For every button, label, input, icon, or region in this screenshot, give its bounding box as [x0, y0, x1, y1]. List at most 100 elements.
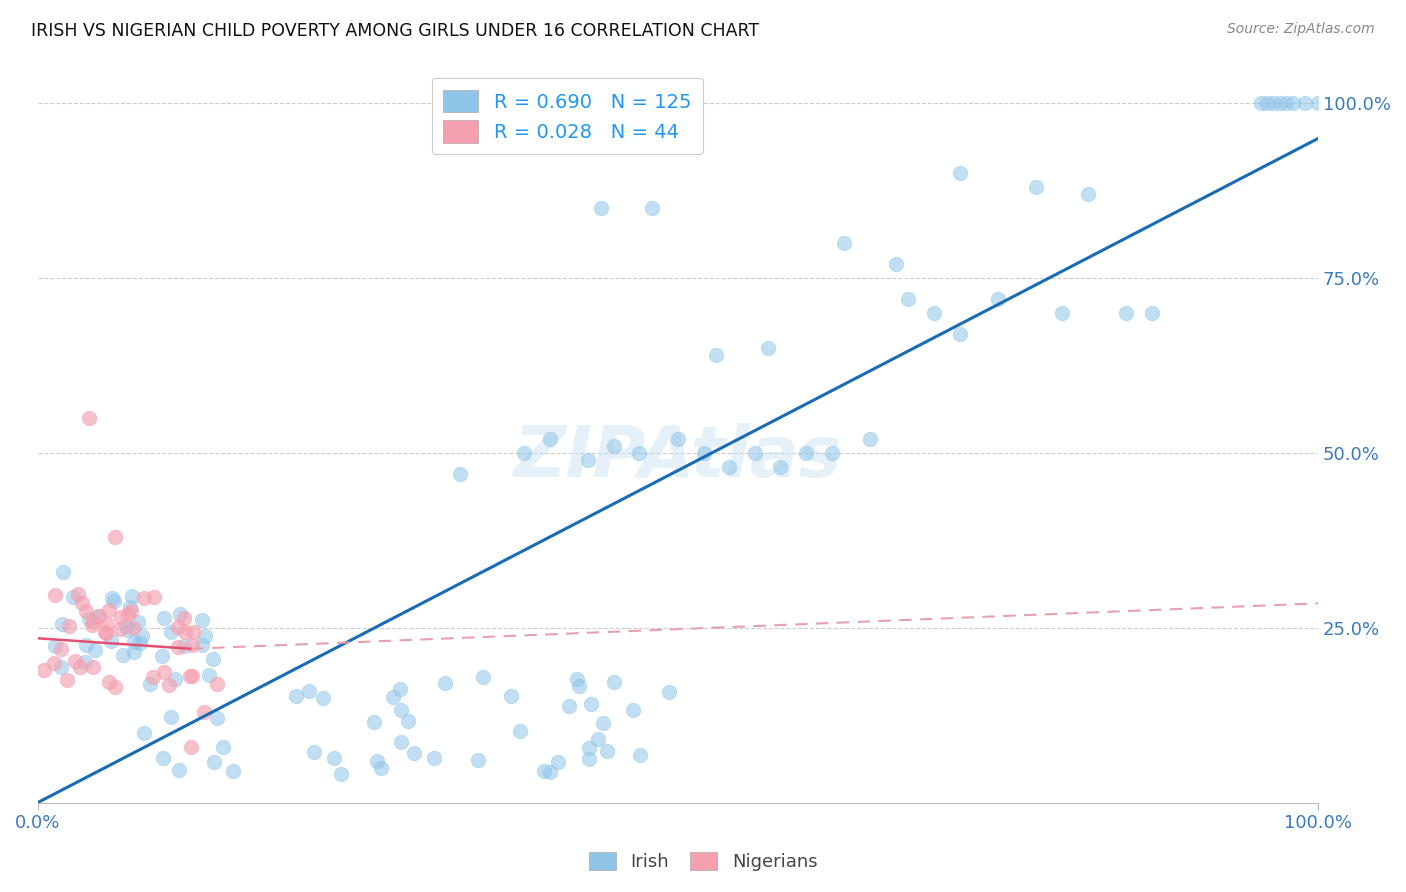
Point [150, 648, 173, 663]
Text: Source: ZipAtlas.com: Source: ZipAtlas.com [1227, 22, 1375, 37]
Point [77, 612, 100, 626]
Point [160, 710, 183, 724]
Point [1250, 96, 1272, 111]
Point [181, 669, 204, 683]
Point [110, 610, 132, 624]
Point [52, 565, 75, 579]
Point [205, 677, 228, 691]
Legend: R = 0.690   N = 125, R = 0.028   N = 44: R = 0.690 N = 125, R = 0.028 N = 44 [432, 78, 703, 154]
Point [396, 714, 419, 728]
Point [949, 327, 972, 342]
Point [302, 745, 325, 759]
Point [202, 755, 225, 769]
Point [73, 656, 96, 670]
Point [194, 629, 217, 643]
Point [152, 665, 174, 680]
Point [501, 689, 523, 703]
Point [67, 587, 90, 601]
Point [578, 751, 600, 765]
Point [322, 751, 344, 765]
Point [166, 640, 188, 655]
Point [834, 236, 856, 251]
Point [44, 589, 66, 603]
Point [84, 643, 107, 657]
Point [1025, 180, 1047, 194]
Point [51, 660, 73, 674]
Point [142, 591, 165, 605]
Point [118, 599, 141, 614]
Point [142, 670, 165, 684]
Point [134, 591, 156, 606]
Point [169, 607, 191, 621]
Point [82, 614, 104, 628]
Point [987, 292, 1010, 306]
Text: IRISH VS NIGERIAN CHILD POVERTY AMONG GIRLS UNDER 16 CORRELATION CHART: IRISH VS NIGERIAN CHILD POVERTY AMONG GI… [31, 22, 759, 40]
Point [180, 639, 202, 653]
Point [744, 446, 766, 460]
Point [117, 623, 139, 637]
Point [603, 675, 626, 690]
Point [75, 604, 97, 618]
Point [949, 166, 972, 180]
Point [179, 669, 201, 683]
Point [180, 739, 202, 754]
Point [1281, 96, 1303, 111]
Point [859, 432, 882, 446]
Point [122, 635, 145, 649]
Point [423, 751, 446, 765]
Point [370, 761, 392, 775]
Point [884, 257, 907, 271]
Point [628, 446, 651, 460]
Point [579, 697, 602, 711]
Point [298, 683, 321, 698]
Point [628, 748, 651, 763]
Point [121, 589, 143, 603]
Point [82, 660, 104, 674]
Point [533, 764, 555, 779]
Point [96, 616, 118, 631]
Point [32, 663, 55, 677]
Point [173, 624, 195, 639]
Point [207, 711, 229, 725]
Point [117, 607, 139, 621]
Point [547, 755, 569, 769]
Point [160, 624, 183, 639]
Point [108, 622, 131, 636]
Point [101, 591, 124, 605]
Point [44, 639, 66, 653]
Point [366, 755, 388, 769]
Point [87, 609, 110, 624]
Point [202, 651, 225, 665]
Point [330, 767, 353, 781]
Point [538, 432, 561, 446]
Point [389, 735, 412, 749]
Point [402, 746, 425, 760]
Point [44, 656, 66, 670]
Point [191, 638, 214, 652]
Point [212, 740, 235, 755]
Point [167, 620, 190, 634]
Point [62, 590, 84, 604]
Point [578, 740, 600, 755]
Point [167, 764, 190, 778]
Point [603, 439, 626, 453]
Point [51, 617, 73, 632]
Point [82, 618, 104, 632]
Point [152, 751, 174, 765]
Point [112, 648, 135, 663]
Point [139, 676, 162, 690]
Point [449, 467, 471, 481]
Point [197, 668, 219, 682]
Point [131, 629, 153, 643]
Point [538, 765, 561, 780]
Point [1308, 96, 1330, 111]
Point [692, 446, 714, 460]
Point [467, 753, 489, 767]
Point [173, 611, 195, 625]
Point [98, 603, 121, 617]
Point [922, 306, 945, 320]
Point [173, 639, 195, 653]
Point [94, 625, 117, 640]
Legend: Irish, Nigerians: Irish, Nigerians [581, 845, 825, 879]
Point [157, 678, 180, 692]
